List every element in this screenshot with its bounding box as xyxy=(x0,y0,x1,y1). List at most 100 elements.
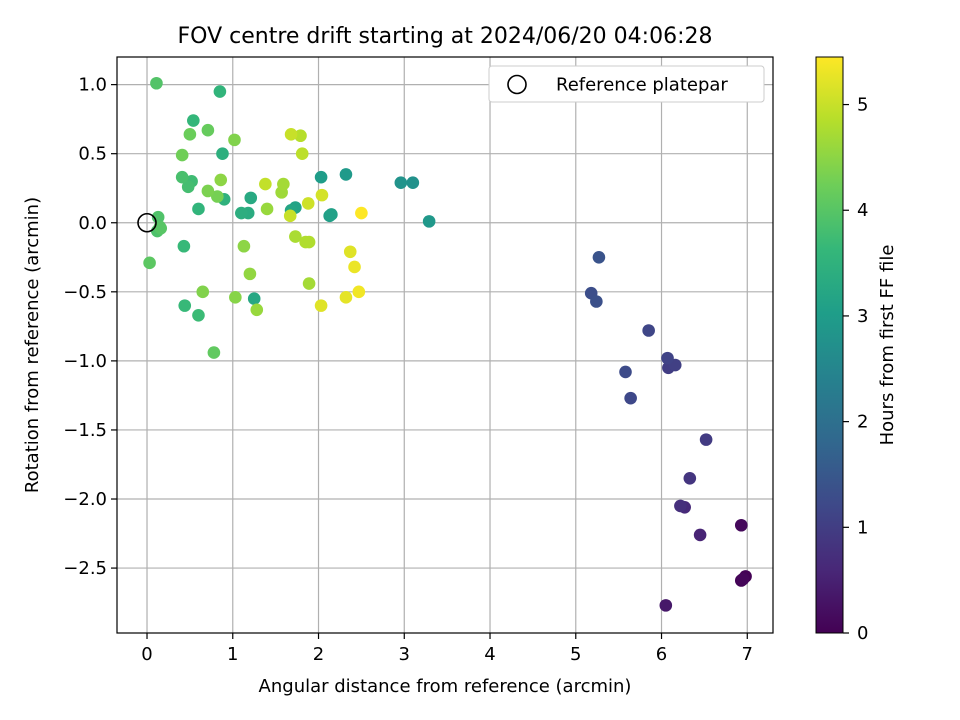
scatter-point xyxy=(235,206,248,220)
colorbar-tick-label: 3 xyxy=(857,306,868,327)
colorbar-label: Hours from first FF file xyxy=(877,245,898,446)
scatter-point xyxy=(352,285,366,299)
plot-area xyxy=(116,56,774,634)
y-tick-label: −0.5 xyxy=(63,282,107,303)
colorbar-frame xyxy=(815,56,844,634)
x-tick-label: 2 xyxy=(313,644,324,665)
reference-platepar-marker xyxy=(137,212,157,233)
x-tick-label: 1 xyxy=(227,644,238,665)
scatter-point xyxy=(214,173,228,187)
scatter-point xyxy=(250,303,264,317)
scatter-point xyxy=(181,180,195,194)
y-tick-label: 1.0 xyxy=(78,75,107,96)
scatter-point xyxy=(659,599,673,612)
x-tick-label: 7 xyxy=(742,644,753,665)
scatter-point xyxy=(624,391,637,405)
scatter-point xyxy=(734,518,748,532)
scatter-point xyxy=(355,206,368,220)
scatter-point xyxy=(736,572,750,586)
colorbar-ticks: 0 1 2 3 4 5 xyxy=(843,95,868,644)
scatter-point xyxy=(683,471,697,485)
x-tick-label: 0 xyxy=(141,644,152,665)
colorbar-tick-label: 2 xyxy=(857,412,868,433)
scatter-point xyxy=(211,190,224,203)
scatter-point xyxy=(314,170,328,184)
scatter-point xyxy=(422,215,436,228)
y-tick-label: 0.5 xyxy=(78,144,107,165)
x-axis-ticks: 0 1 2 3 4 5 6 7 xyxy=(141,633,753,665)
y-tick-label: −1.5 xyxy=(63,420,107,441)
scatter-point xyxy=(314,299,328,312)
scatter-point xyxy=(348,260,361,274)
scatter-point xyxy=(295,147,309,160)
chart-title: FOV centre drift starting at 2024/06/20 … xyxy=(178,24,713,49)
scatter-point xyxy=(259,177,272,191)
legend-open-circle-icon xyxy=(507,74,527,95)
scatter-point xyxy=(150,76,163,90)
scatter-point xyxy=(693,528,707,542)
scatter-point xyxy=(661,351,674,365)
x-axis-label: Angular distance from reference (arcmin) xyxy=(259,676,632,697)
scatter-points xyxy=(143,76,752,612)
axes-frame xyxy=(116,56,774,634)
scatter-point xyxy=(154,221,168,235)
scatter-point xyxy=(177,239,191,253)
scatter-point xyxy=(143,256,156,270)
scatter-point xyxy=(201,184,215,198)
scatter-point xyxy=(187,114,200,127)
scatter-point xyxy=(301,197,315,210)
scatter-point xyxy=(183,128,197,141)
scatter-point xyxy=(674,499,687,513)
colorbar: 0 1 2 3 4 5 Hours from first FF file xyxy=(815,56,898,644)
scatter-point xyxy=(192,202,205,216)
scatter-point xyxy=(283,209,297,223)
scatter-point xyxy=(339,291,353,304)
scatter-point xyxy=(260,202,274,216)
colorbar-fill xyxy=(816,57,843,633)
scatter-point xyxy=(237,239,251,253)
x-tick-label: 6 xyxy=(656,644,667,665)
scatter-point xyxy=(277,177,290,191)
scatter-point xyxy=(394,176,408,189)
scatter-point xyxy=(590,295,603,308)
y-axis-ticks: 1.0 0.5 0.0 −0.5 −1.0 −1.5 −2.0 −2.5 xyxy=(63,75,117,579)
scatter-point xyxy=(243,267,257,281)
scatter-point xyxy=(228,133,241,147)
colorbar-tick-label: 1 xyxy=(857,517,868,538)
scatter-point xyxy=(406,176,420,189)
y-axis-label: Rotation from reference (arcmin) xyxy=(22,197,43,493)
scatter-point xyxy=(207,346,221,359)
scatter-point xyxy=(343,245,357,259)
colorbar-tick-label: 5 xyxy=(857,95,868,116)
scatter-point xyxy=(216,147,229,160)
scatter-point xyxy=(302,235,316,249)
legend: Reference platepar xyxy=(488,65,765,103)
scatter-point xyxy=(699,433,713,446)
y-tick-label: −2.5 xyxy=(63,558,107,579)
scatter-point xyxy=(201,123,215,137)
scatter-point xyxy=(213,85,227,98)
scatter-point xyxy=(289,230,302,243)
scatter-point xyxy=(175,170,189,184)
scatter-point xyxy=(175,148,189,162)
scatter-point xyxy=(339,168,353,181)
scatter-point xyxy=(619,365,632,379)
scatter-point xyxy=(294,129,307,143)
scatter-point xyxy=(325,208,338,221)
scatter-point xyxy=(302,277,316,290)
scatter-point xyxy=(178,299,192,312)
legend-box xyxy=(488,65,765,103)
x-tick-label: 5 xyxy=(570,644,581,665)
legend-label: Reference platepar xyxy=(556,75,728,96)
scatter-point xyxy=(592,250,606,264)
y-tick-label: −1.0 xyxy=(63,351,107,372)
scatter-point xyxy=(192,309,205,322)
gridlines xyxy=(117,57,773,633)
scatter-point xyxy=(196,285,210,299)
scatter-point xyxy=(315,188,329,202)
colorbar-tick-label: 0 xyxy=(857,623,868,644)
y-tick-label: 0.0 xyxy=(78,213,107,234)
scatter-point xyxy=(244,191,258,205)
scatter-point xyxy=(229,291,242,304)
